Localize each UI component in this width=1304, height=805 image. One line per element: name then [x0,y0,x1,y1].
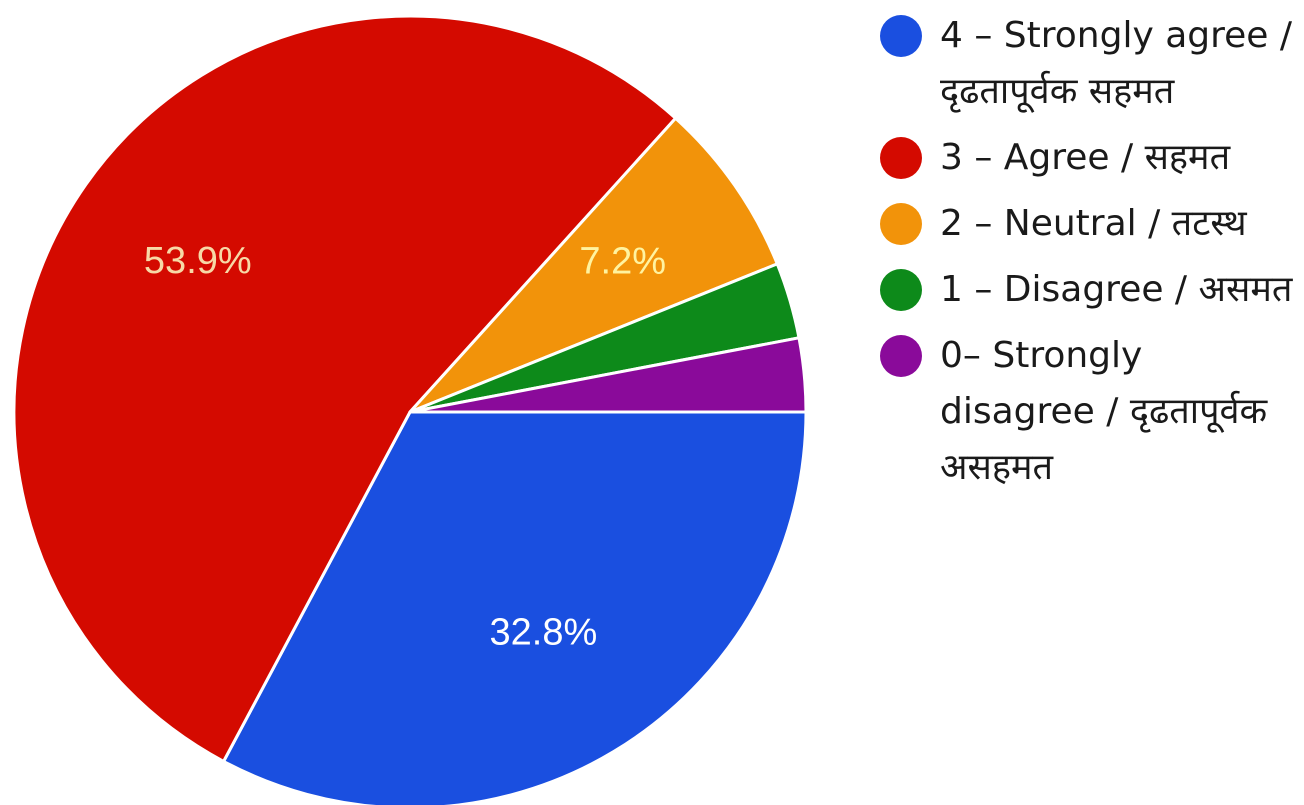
legend-item: 2 – Neutral / तटस्थ [878,196,1298,252]
legend-label: 0– Strongly disagree / दृढतापूर्वक असहमत [940,335,1268,488]
slice-data-label: 53.9% [144,240,252,282]
legend-swatch-icon [880,137,922,179]
legend-item: 1 – Disagree / असमत [878,262,1298,318]
legend-label: 2 – Neutral / तटस्थ [940,203,1247,244]
legend-label: 1 – Disagree / असमत [940,269,1293,310]
slice-data-label: 32.8% [490,611,598,653]
pie-slice-4-strongly-agree [222,410,808,805]
legend-swatch-icon [880,335,922,377]
pie-slice-2-neutral [408,116,779,414]
legend-label: 4 – Strongly agree / दृढतापूर्वक सहमत [940,15,1293,112]
legend-item: 0– Strongly disagree / दृढतापूर्वक असहमत [878,328,1298,496]
legend-item: 4 – Strongly agree / दृढतापूर्वक सहमत [878,8,1298,120]
slice-data-label: 7.2% [579,241,666,283]
legend-swatch-icon [880,269,922,311]
pie-plot-area: 32.8% 53.9% 7.2% [12,14,808,805]
legend-swatch-icon [880,15,922,57]
pie-slice-0-strongly-disagree [408,336,808,414]
legend-label: 3 – Agree / सहमत [940,137,1231,178]
chart-legend: 4 – Strongly agree / दृढतापूर्वक सहमत 3 –… [878,8,1298,506]
legend-swatch-icon [880,203,922,245]
legend-item: 3 – Agree / सहमत [878,130,1298,186]
pie-slice-3-agree [12,14,678,763]
